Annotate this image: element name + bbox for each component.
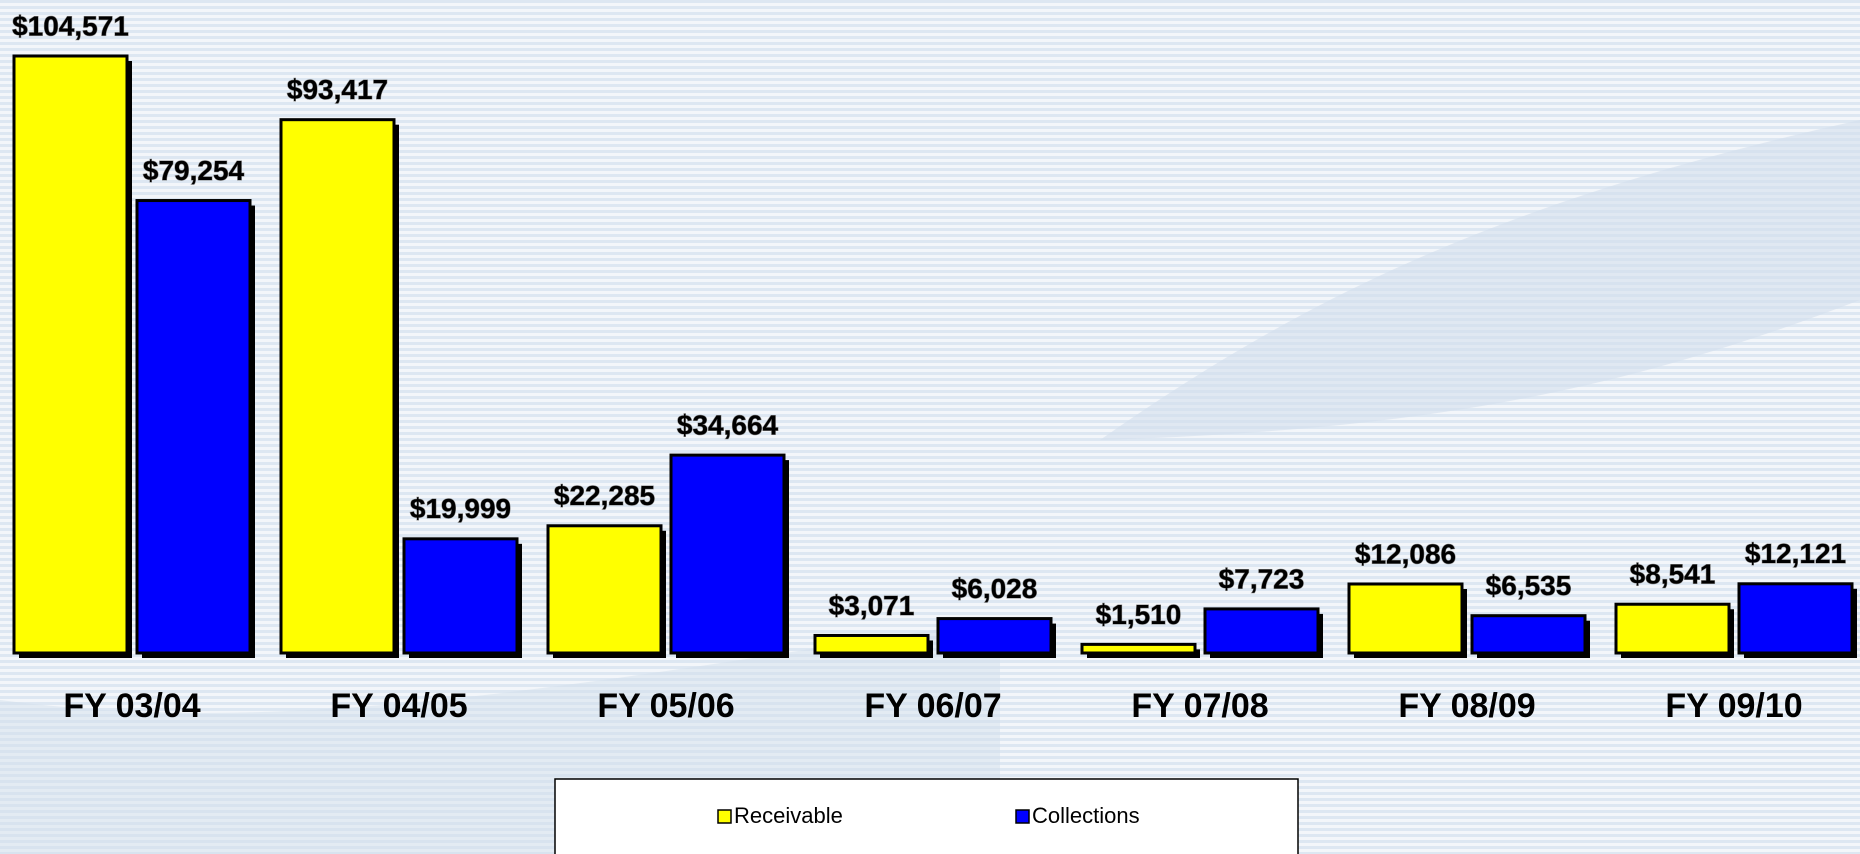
legend-box xyxy=(555,779,1298,854)
bar xyxy=(1739,584,1852,653)
bar xyxy=(1472,616,1585,653)
value-label: $1,510 xyxy=(1096,599,1182,630)
bar xyxy=(404,539,517,653)
chart: $104,571 $79,254 FY 03/04 $93,417 $19,999 FY … xyxy=(0,0,1860,854)
x-tick-label: FY 07/08 xyxy=(1131,687,1268,725)
value-label: $34,664 xyxy=(677,409,779,440)
background-shape xyxy=(1100,120,1860,440)
value-label: $8,541 xyxy=(1630,559,1716,590)
value-label: $19,999 xyxy=(410,493,511,524)
legend-swatch xyxy=(718,810,731,823)
value-label: $6,535 xyxy=(1486,570,1572,601)
x-tick-label: FY 05/06 xyxy=(597,687,734,725)
value-label: $12,121 xyxy=(1745,538,1846,569)
x-tick-label: FY 06/07 xyxy=(864,687,1001,725)
bar xyxy=(548,526,661,653)
x-tick-label: FY 03/04 xyxy=(63,687,200,725)
bar xyxy=(281,120,394,653)
x-tick-label: FY 09/10 xyxy=(1665,687,1802,725)
value-label: $6,028 xyxy=(952,573,1038,604)
bar xyxy=(671,455,784,653)
value-label: $3,071 xyxy=(829,590,915,621)
bar xyxy=(1616,604,1729,653)
value-label: $12,086 xyxy=(1355,538,1456,569)
page: $104,571 $79,254 FY 03/04 $93,417 $19,999 FY … xyxy=(0,0,1860,854)
value-label: $7,723 xyxy=(1219,563,1305,594)
bar xyxy=(1205,609,1318,653)
bar xyxy=(14,56,127,653)
legend-swatch xyxy=(1016,810,1029,823)
value-label: $22,285 xyxy=(554,480,655,511)
bar xyxy=(137,201,250,653)
x-tick-label: FY 08/09 xyxy=(1398,687,1535,725)
value-label: $79,254 xyxy=(143,155,245,186)
bar xyxy=(1082,644,1195,653)
bar xyxy=(815,635,928,653)
bar xyxy=(938,619,1051,653)
value-label: $104,571 xyxy=(12,10,129,41)
x-tick-label: FY 04/05 xyxy=(330,687,467,725)
value-label: $93,417 xyxy=(287,74,388,105)
legend-label: Receivable xyxy=(734,803,843,828)
bar xyxy=(1349,584,1462,653)
legend-label: Collections xyxy=(1032,803,1140,828)
